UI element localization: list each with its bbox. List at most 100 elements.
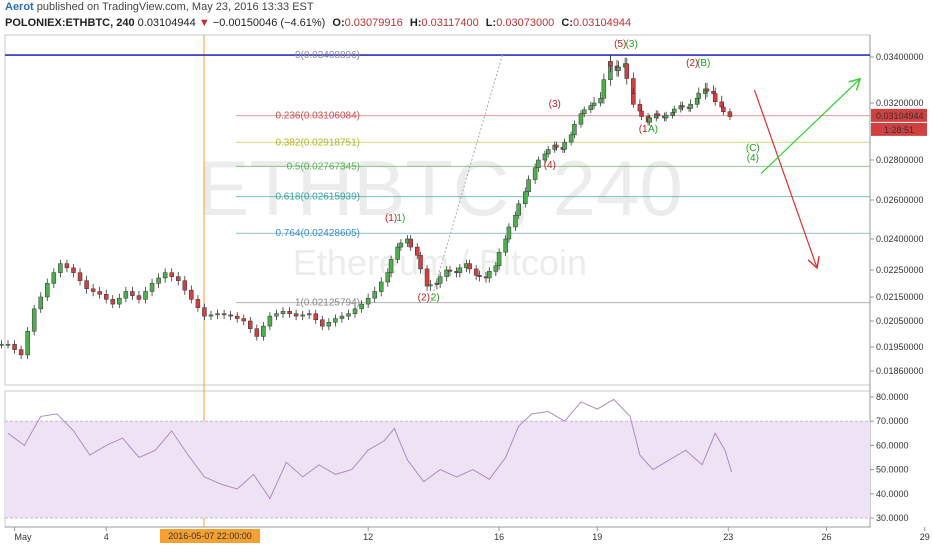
rsi-tick-label: 60.0000 bbox=[876, 440, 909, 450]
candle-body bbox=[506, 226, 512, 240]
candle-body bbox=[352, 308, 358, 314]
candle-body bbox=[447, 269, 453, 272]
candle-body bbox=[175, 276, 181, 281]
candle-body bbox=[195, 299, 201, 308]
candle-body bbox=[415, 246, 420, 256]
candle-body bbox=[688, 104, 693, 109]
price-badge-text: 0.03104944 bbox=[876, 111, 924, 121]
candle-body bbox=[647, 117, 652, 123]
candle-body bbox=[306, 313, 312, 316]
y-tick-label: 0.02800000 bbox=[876, 155, 924, 165]
candle-body bbox=[97, 291, 102, 295]
fib-label: 1(0.02125794) bbox=[295, 298, 360, 309]
candle-body bbox=[477, 275, 482, 277]
open-value: 0.03079916 bbox=[344, 17, 403, 29]
x-tick-label: 16 bbox=[494, 532, 504, 542]
projection-arrow bbox=[760, 80, 859, 175]
candle-body bbox=[513, 214, 518, 228]
candle-body bbox=[408, 238, 413, 248]
fib-retracement: 0(0.03408896) 0.236(0.03106084) 0.382(0.02… bbox=[5, 50, 870, 309]
candle-body bbox=[437, 276, 443, 284]
candle-body bbox=[248, 320, 253, 329]
low-label: L: bbox=[485, 17, 497, 29]
candle-body bbox=[274, 313, 279, 317]
symbol-bar: POLONIEX:ETHBTC, 240 0.03104944 ▼ −0.001… bbox=[5, 17, 631, 29]
fib-label: 0.618(0.02615939) bbox=[275, 192, 360, 203]
candle-body bbox=[385, 272, 391, 283]
open-label: O: bbox=[332, 17, 345, 29]
candle-body bbox=[496, 251, 502, 266]
watermark-title: ETHBTC, 240 bbox=[197, 144, 682, 232]
candle-body bbox=[84, 280, 89, 290]
candle-body bbox=[202, 307, 207, 317]
candle-body bbox=[182, 280, 188, 291]
price-pane bbox=[4, 34, 871, 386]
wave-label: (5) bbox=[614, 39, 626, 50]
wave-label: 2) bbox=[431, 293, 440, 304]
x-tick-label: 4 bbox=[104, 532, 109, 542]
close-value: 0.03104944 bbox=[572, 17, 632, 29]
wave-label: (1) bbox=[385, 213, 397, 224]
candle-body bbox=[25, 330, 30, 356]
author-link[interactable]: Aerot bbox=[5, 1, 34, 13]
candle-body bbox=[130, 291, 135, 296]
candle-body bbox=[516, 203, 521, 216]
candle-body bbox=[591, 102, 597, 106]
candle-body bbox=[523, 191, 528, 205]
candle-body bbox=[64, 263, 70, 269]
x-tick-label: 19 bbox=[592, 532, 602, 542]
candle-body bbox=[608, 61, 613, 67]
candle-body bbox=[672, 108, 677, 113]
countdown-badge bbox=[871, 122, 927, 136]
high-value: 0.03117400 bbox=[421, 17, 479, 29]
candle-body bbox=[712, 93, 718, 103]
x-tick-label: 26 bbox=[821, 532, 831, 542]
candle-body bbox=[457, 267, 463, 273]
candle-body bbox=[18, 349, 24, 356]
candle-body bbox=[208, 314, 214, 317]
candle-body bbox=[5, 344, 11, 346]
candle-body bbox=[536, 159, 541, 169]
wave-label: (C) bbox=[746, 143, 760, 154]
candle-body bbox=[215, 313, 220, 316]
candle-body bbox=[189, 289, 194, 300]
candle-body bbox=[162, 272, 168, 279]
candle-body bbox=[31, 308, 37, 332]
low-value: 0.03073000 bbox=[496, 17, 555, 29]
candle-body bbox=[156, 277, 161, 284]
candle-body bbox=[418, 255, 423, 270]
y-tick-label: 0.02400000 bbox=[876, 234, 924, 244]
candle-body bbox=[639, 110, 644, 117]
candle-body bbox=[473, 268, 479, 276]
wave-label: 1) bbox=[396, 213, 405, 224]
candle-body bbox=[58, 263, 63, 273]
candle-body bbox=[346, 313, 351, 317]
candle-body bbox=[572, 123, 577, 136]
candle-body bbox=[313, 313, 319, 321]
last-price: 0.03104944 bbox=[137, 17, 196, 29]
y-tick-label: 0.02150000 bbox=[876, 292, 924, 302]
rsi-tick-label: 40.0000 bbox=[876, 489, 909, 499]
y-tick-label: 0.02250000 bbox=[876, 265, 924, 275]
y-tick-label: 0.02050000 bbox=[876, 316, 924, 326]
fib-trendline bbox=[429, 54, 503, 303]
y-tick-label: 0.03200000 bbox=[876, 98, 924, 108]
candle-body bbox=[38, 296, 43, 310]
candle-body bbox=[51, 272, 57, 284]
candle-body bbox=[241, 318, 246, 322]
candle-body bbox=[503, 238, 508, 253]
fib-label: 0.764(0.02428605) bbox=[275, 228, 360, 239]
publish-text: published on TradingView.com, May 23, 20… bbox=[36, 1, 314, 13]
candle-body bbox=[267, 315, 273, 327]
wave-label: (1 bbox=[639, 124, 648, 135]
x-tick-label: 29 bbox=[920, 532, 930, 542]
candle-body bbox=[444, 269, 449, 277]
crosshair-date-badge bbox=[160, 529, 260, 543]
symbol-name[interactable]: POLONIEX:ETHBTC, 240 bbox=[5, 17, 135, 29]
wave-label: (3) bbox=[549, 99, 561, 110]
candle-body bbox=[221, 313, 227, 316]
candle-body bbox=[434, 283, 440, 285]
candle-body bbox=[169, 272, 174, 277]
candle-body bbox=[398, 242, 404, 248]
